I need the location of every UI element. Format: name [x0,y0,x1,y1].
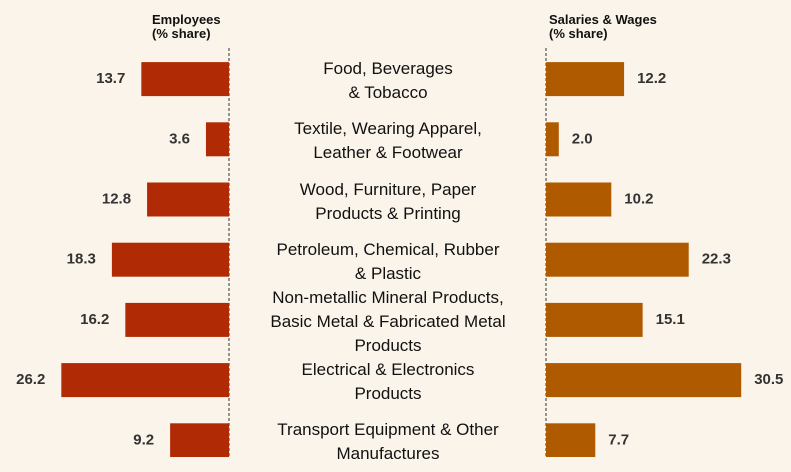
value-label: 16.2 [80,311,109,328]
value-label: 26.2 [16,371,45,388]
value-label: 10.2 [624,190,653,207]
legend-label: Salaries & Wages (% share) [549,12,657,41]
value-label: 13.7 [96,70,125,87]
value-label: 18.3 [67,251,96,268]
category-label: Electrical & Electronics Products [301,360,475,404]
chart: 13.7 12.2 3.6 2.0 12.8 10.2 18.3 22.3 16.2 15.1 26… [16,48,783,457]
category-label: Non-metallic Mineral Products, Basic Met… [270,287,506,355]
bar [61,363,229,398]
bar [546,62,625,97]
bar [546,302,643,337]
bar [546,242,689,277]
legend-label: Employees (% share) [152,12,221,41]
value-label: 15.1 [656,311,685,328]
value-label: 3.6 [169,130,190,147]
bar [546,122,559,157]
category-label: Food, Beverages & Tobacco [323,59,453,103]
bar [170,423,229,457]
bar [546,363,742,398]
value-label: 12.2 [637,70,666,87]
bar [147,182,229,217]
bar [546,182,612,217]
bar [205,122,229,157]
value-label: 2.0 [572,130,593,147]
value-label: 7.7 [608,431,629,448]
value-label: 9.2 [133,431,154,448]
value-label: 12.8 [102,190,131,207]
category-label: Petroleum, Chemical, Rubber & Plastic [276,239,500,283]
category-label: Transport Equipment & Other Manufactures [277,420,499,464]
value-label: 22.3 [702,251,731,268]
bar [125,302,229,337]
value-label: 30.5 [754,371,783,388]
bar [141,62,229,97]
category-label: Textile, Wearing Apparel, Leather & Foot… [294,119,482,163]
bar [111,242,229,277]
category-label: Wood, Furniture, Paper Products & Printi… [299,179,477,223]
bar [546,423,596,457]
page: {"chart_data": {"type": "butterfly-bar",… [16,12,784,464]
